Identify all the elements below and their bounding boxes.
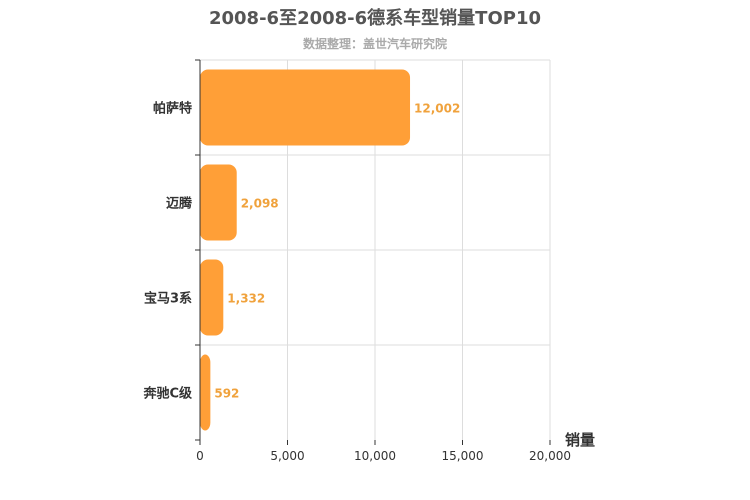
- bar: [200, 164, 237, 241]
- bar: [200, 259, 224, 336]
- chart-subtitle: 数据整理：盖世汽车研究院: [303, 36, 447, 51]
- x-tick-label: 20,000: [529, 449, 571, 463]
- chart-title: 2008-6至2008-6德系车型销量TOP10: [209, 7, 541, 29]
- y-tick-label: 帕萨特: [153, 101, 192, 117]
- bar-value-label: 2,098: [241, 197, 279, 211]
- x-axis-title: 销量: [565, 431, 595, 449]
- y-tick-label: 宝马3系: [144, 291, 192, 307]
- x-tick-label: 10,000: [354, 449, 396, 463]
- bar-value-label: 1,332: [227, 292, 265, 306]
- bar: [200, 69, 411, 146]
- y-tick-label: 奔驰C级: [142, 386, 193, 402]
- bar-value-label: 592: [214, 387, 239, 401]
- bar-value-label: 12,002: [414, 102, 460, 116]
- x-tick-label: 15,000: [442, 449, 484, 463]
- x-tick-label: 5,000: [270, 449, 304, 463]
- bars: 12,002 2,098 1,332 592: [200, 69, 460, 431]
- y-tick-label: 迈腾: [166, 196, 193, 212]
- bar: [200, 354, 211, 431]
- x-tick-label: 0: [196, 449, 204, 463]
